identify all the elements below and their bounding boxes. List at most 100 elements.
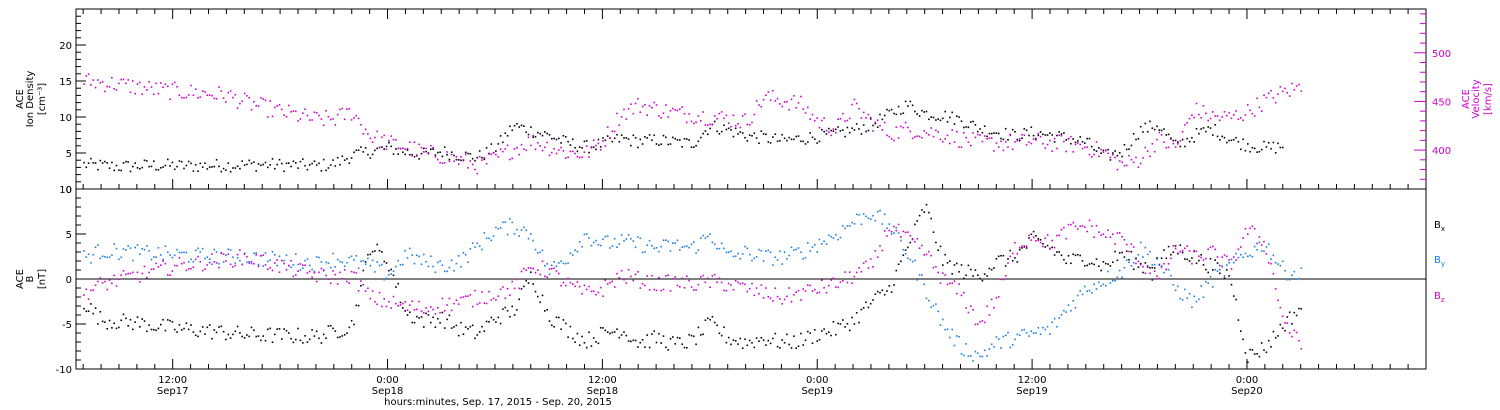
data-point-by: [676, 239, 679, 242]
data-point-bx: [883, 293, 886, 296]
data-point-by: [1219, 268, 1221, 271]
data-point-velocity: [1249, 109, 1251, 112]
data-point-bz: [85, 288, 88, 290]
data-point-bx: [1121, 251, 1123, 254]
data-point-bz: [108, 279, 111, 281]
data-point-velocity: [406, 147, 409, 150]
data-point-bx: [101, 320, 104, 323]
data-point-bz: [760, 284, 763, 286]
data-point-ion-density: [1186, 137, 1188, 140]
data-point-by: [1046, 325, 1049, 328]
data-point-bx: [602, 327, 604, 329]
data-point-bz: [944, 274, 946, 276]
data-point-by: [1295, 278, 1298, 281]
data-point-bz: [476, 303, 479, 306]
data-point-by: [178, 251, 181, 254]
data-point-velocity: [90, 84, 92, 86]
data-point-bz: [872, 266, 874, 268]
data-point-bx: [253, 329, 255, 331]
data-point-by: [1240, 253, 1242, 256]
data-point-ion-density: [374, 149, 376, 152]
data-point-bx: [886, 290, 888, 292]
data-point-bx: [271, 341, 274, 343]
data-point-velocity: [502, 150, 504, 153]
data-point-velocity: [858, 108, 860, 110]
data-point-by: [1028, 335, 1030, 337]
data-point-bx: [534, 290, 537, 293]
data-point-velocity: [1072, 151, 1074, 153]
data-point-velocity: [790, 98, 793, 101]
data-point-ion-density: [295, 162, 297, 164]
data-point-bx: [199, 330, 202, 333]
data-point-velocity: [725, 114, 728, 117]
data-point-by: [285, 254, 288, 256]
data-point-by: [1216, 270, 1219, 272]
data-point-ion-density: [1107, 148, 1109, 151]
data-point-velocity: [639, 111, 642, 113]
data-point-ion-density: [264, 161, 267, 164]
data-point-bx: [1139, 262, 1142, 265]
data-point-bx: [679, 337, 681, 339]
data-point-velocity: [437, 158, 439, 161]
data-point-velocity: [320, 118, 323, 120]
data-point-by: [518, 235, 520, 237]
data-point-bz: [839, 281, 842, 283]
data-point-bz: [627, 268, 630, 271]
data-point-bx: [504, 306, 507, 309]
data-point-bx: [967, 264, 970, 267]
data-point-bz: [974, 323, 977, 326]
data-point-bx: [930, 217, 932, 220]
data-point-ion-density: [423, 147, 425, 150]
data-point-by: [609, 247, 611, 249]
density-axis-label-line2: Ion Density: [25, 71, 36, 128]
data-point-velocity: [1011, 148, 1014, 151]
data-point-velocity: [1265, 96, 1268, 99]
data-point-bx: [574, 341, 576, 343]
data-point-velocity: [977, 133, 979, 136]
data-point-bx: [192, 331, 195, 333]
data-point-bz: [830, 279, 832, 281]
data-point-ion-density: [474, 159, 476, 162]
data-point-bz: [367, 287, 369, 290]
data-point-by: [502, 221, 504, 224]
data-point-by: [655, 247, 658, 249]
data-point-bx: [937, 249, 939, 251]
data-point-velocity: [760, 106, 763, 108]
data-point-bx: [746, 344, 749, 347]
data-point-by: [132, 259, 134, 262]
data-point-ion-density: [776, 140, 779, 143]
data-point-bz: [1205, 257, 1207, 260]
data-point-velocity: [609, 137, 611, 139]
data-point-bz: [718, 277, 721, 279]
data-point-velocity: [613, 130, 616, 133]
data-point-by: [1237, 256, 1240, 259]
data-point-by: [588, 237, 590, 239]
data-point-bx: [709, 318, 711, 321]
data-point-bx: [1237, 319, 1240, 321]
data-point-velocity: [751, 121, 753, 124]
data-point-bz: [1156, 275, 1158, 277]
data-point-velocity: [404, 148, 406, 150]
data-point-velocity: [811, 113, 814, 116]
data-point-bx: [1051, 246, 1053, 249]
data-point-bx: [262, 335, 264, 337]
data-point-by: [346, 261, 348, 264]
data-point-bz: [788, 287, 790, 289]
data-point-bx: [558, 316, 560, 319]
data-point-bz: [355, 272, 358, 274]
data-point-by: [825, 243, 828, 245]
data-point-bx: [513, 314, 516, 316]
data-point-ion-density: [576, 150, 579, 153]
data-point-velocity: [222, 97, 225, 99]
data-point-velocity: [779, 103, 781, 105]
data-point-by: [1179, 297, 1182, 300]
data-point-velocity: [236, 107, 239, 109]
data-point-bz: [900, 236, 902, 238]
data-point-bx: [353, 323, 355, 326]
data-point-ion-density: [1281, 146, 1284, 149]
data-point-by: [1244, 252, 1247, 255]
data-point-bx: [1198, 259, 1200, 262]
data-point-bz: [1032, 236, 1035, 239]
data-point-bz: [953, 280, 956, 282]
